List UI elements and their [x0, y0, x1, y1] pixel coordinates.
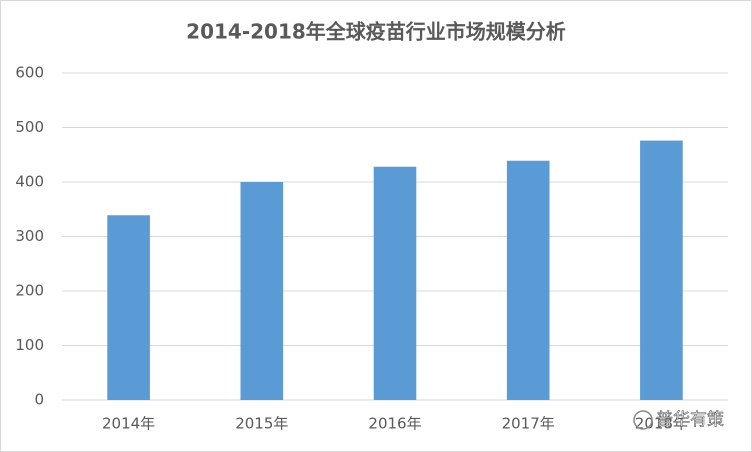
- watermark-icon: [633, 410, 653, 430]
- bar: [107, 215, 150, 400]
- bar: [373, 166, 417, 400]
- y-tick-label: 0: [34, 391, 44, 409]
- x-tick-label: 2016年: [368, 415, 421, 433]
- y-tick-label: 200: [15, 282, 44, 300]
- y-tick-label: 500: [15, 118, 44, 136]
- bar: [240, 182, 284, 400]
- x-tick-label: 2015年: [235, 415, 288, 433]
- watermark: 普华有策: [656, 410, 724, 430]
- chart-title: 2014-2018年全球疫苗行业市场规模分析: [186, 20, 566, 44]
- bar: [640, 140, 683, 400]
- y-tick-label: 300: [15, 227, 44, 245]
- y-tick-label: 100: [15, 336, 44, 354]
- bar: [506, 160, 550, 400]
- y-tick-label: 400: [15, 173, 44, 191]
- x-tick-label: 2017年: [502, 415, 555, 433]
- x-tick-label: 2014年: [102, 415, 155, 433]
- y-tick-label: 600: [15, 64, 44, 82]
